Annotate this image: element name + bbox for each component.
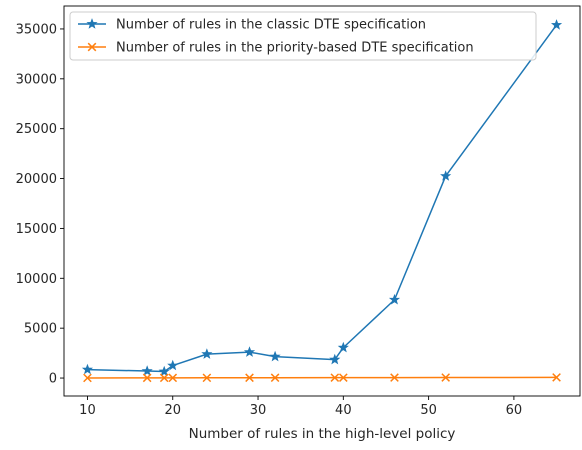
- legend-label: Number of rules in the priority-based DT…: [116, 41, 474, 56]
- x-tick-label: 10: [79, 403, 96, 418]
- series-1-point: [337, 341, 349, 353]
- y-tick-label: 15000: [16, 222, 57, 237]
- series-1-point: [550, 19, 563, 30]
- x-axis-label: Number of rules in the high-level policy: [189, 426, 456, 442]
- series-1-point: [158, 365, 170, 377]
- series-1-point: [440, 170, 452, 181]
- series-1-point: [201, 348, 213, 359]
- series-2-point: [552, 373, 561, 382]
- series-2-point: [330, 373, 340, 382]
- x-tick-label: 40: [335, 403, 352, 418]
- series-2-point: [142, 373, 152, 383]
- y-tick-label: 25000: [16, 122, 57, 137]
- series-1: [81, 19, 563, 377]
- y-tick-label: 35000: [16, 22, 57, 37]
- legend-marker: [87, 42, 97, 52]
- series-2: [83, 373, 561, 383]
- legend: Number of rules in the classic DTE speci…: [69, 11, 537, 61]
- series-1-line: [87, 24, 558, 373]
- y-tick-label: 10000: [16, 272, 57, 287]
- series-2-point: [441, 373, 450, 382]
- legend-entry-1: Number of rules in the classic DTE speci…: [78, 18, 426, 33]
- series-2-point: [168, 373, 178, 383]
- plot-frame: [63, 5, 581, 397]
- series-2-point: [245, 373, 254, 383]
- series-2-point: [83, 373, 92, 383]
- series-1-point: [167, 359, 179, 371]
- series-1-point: [141, 365, 153, 376]
- series-1-point: [81, 363, 94, 375]
- y-tick-label: 30000: [16, 72, 57, 87]
- x-tick-label: 20: [164, 403, 181, 418]
- series-2-point: [270, 373, 280, 383]
- legend-entry-2: Number of rules in the priority-based DT…: [78, 41, 474, 56]
- y-tick-label: 20000: [16, 172, 57, 187]
- legend-marker: [86, 18, 98, 29]
- series-1-point: [388, 293, 401, 305]
- series-2-point: [202, 373, 212, 383]
- x-tick-label: 50: [420, 403, 437, 418]
- series-2-point: [159, 373, 169, 383]
- series-1-point: [329, 353, 341, 365]
- series-2-point: [338, 373, 348, 382]
- legend-label: Number of rules in the classic DTE speci…: [116, 18, 426, 33]
- series-2-line: [87, 376, 557, 379]
- y-tick-label: 0: [49, 372, 57, 387]
- series-1-point: [269, 350, 281, 362]
- x-tick-label: 60: [506, 403, 523, 418]
- series-1-point: [243, 346, 256, 357]
- x-tick-label: 30: [250, 403, 267, 418]
- legend-box: [69, 11, 537, 61]
- series-2-point: [390, 373, 399, 382]
- y-tick-label: 5000: [24, 322, 57, 337]
